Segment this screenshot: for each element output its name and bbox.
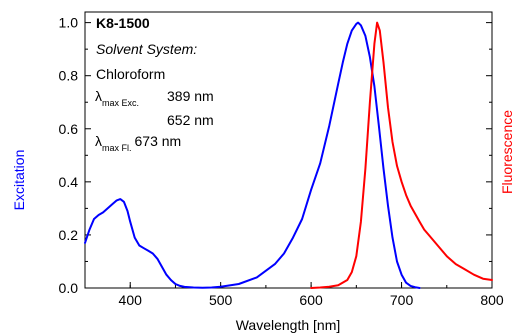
annotation-lambda-exc: λmax Exc.: [95, 88, 139, 108]
x-tick-label: 700: [390, 292, 414, 308]
lambda-fl-symbol: λ: [95, 133, 102, 149]
x-tick-label: 800: [480, 292, 504, 308]
y-axis-title-left: Excitation: [11, 150, 27, 211]
y-tick-label: 0.0: [59, 280, 79, 296]
x-axis-title: Wavelength [nm]: [236, 317, 341, 333]
annotation-lambda-fl: λmax Fl. 673 nm: [95, 133, 182, 153]
annotation-solvent-label: Solvent System:: [96, 41, 198, 57]
y-tick-label: 0.2: [59, 227, 79, 243]
x-tick-label: 500: [209, 292, 233, 308]
lambda-exc-symbol: λ: [95, 88, 102, 104]
annotation-solvent: Chloroform: [96, 66, 166, 82]
lambda-exc-subscript: max Exc.: [102, 98, 140, 108]
y-tick-label: 0.8: [59, 68, 79, 84]
lambda-fl-value: 673 nm: [134, 133, 182, 149]
annotation-lambda-exc-value-2: 652 nm: [167, 112, 214, 128]
y-axis-title-right: Fluorescence: [499, 110, 515, 194]
excitation-line: [84, 21, 421, 289]
y-tick-label: 0.6: [59, 121, 79, 137]
y-tick-label: 0.4: [59, 174, 79, 190]
x-tick-label: 600: [299, 292, 323, 308]
y-tick-label: 1.0: [59, 15, 79, 31]
annotation-lambda-exc-value-1: 389 nm: [167, 88, 214, 104]
lambda-fl-subscript: max Fl.: [102, 143, 132, 153]
plot-frame: [84, 11, 493, 289]
annotation-compound: K8-1500: [96, 15, 150, 31]
fluorescence-line: [310, 21, 493, 289]
x-tick-label: 400: [119, 292, 143, 308]
ticks-layer: 400 500 600 700 800 0.0 0.2 0.4 0.6 0.8 1.0: [59, 15, 504, 308]
series-layer: [84, 21, 493, 289]
